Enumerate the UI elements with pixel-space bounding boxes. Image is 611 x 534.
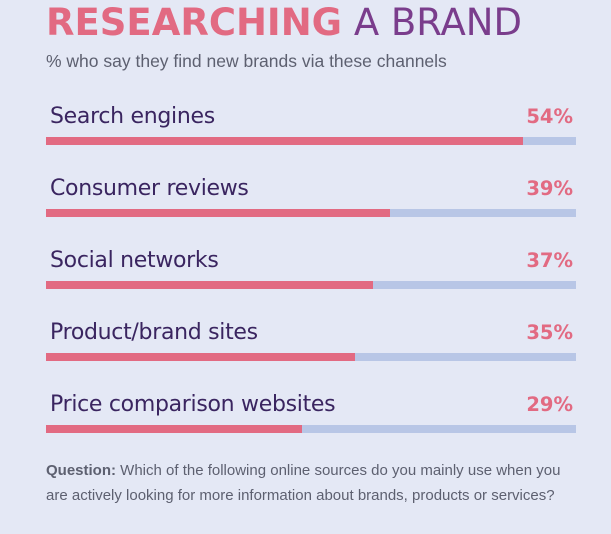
bar-value-label: 29% (526, 393, 573, 416)
bar (46, 209, 391, 217)
bar-row: Search engines 54% (46, 104, 576, 148)
footnote-text: Which of the following online sources do… (46, 462, 561, 504)
title-rest: A BRAND (353, 1, 522, 44)
bar-track (46, 353, 576, 361)
bar-row: Product/brand sites 35% (46, 320, 576, 364)
bar-label: Price comparison websites (50, 392, 336, 417)
bar-value-label: 37% (526, 249, 573, 272)
bar-row: Consumer reviews 39% (46, 176, 576, 220)
footnote: Question: Which of the following online … (46, 458, 576, 508)
bar-label: Social networks (50, 248, 219, 273)
chart-title: RESEARCHING A BRAND (46, 2, 522, 44)
title-bold: RESEARCHING (46, 1, 343, 44)
bar (46, 137, 523, 145)
bar (46, 425, 303, 433)
bar-label: Consumer reviews (50, 176, 249, 201)
bar (46, 353, 356, 361)
bar (46, 281, 373, 289)
bar-row: Social networks 37% (46, 248, 576, 292)
chart-subtitle: % who say they find new brands via these… (46, 51, 447, 71)
bar-value-label: 54% (526, 105, 573, 128)
bar-row: Price comparison websites 29% (46, 392, 576, 436)
bar-label: Product/brand sites (50, 320, 258, 345)
footnote-label: Question: (46, 462, 116, 479)
bar-track (46, 281, 576, 289)
bar-value-label: 35% (526, 321, 573, 344)
bar-label: Search engines (50, 104, 215, 129)
bar-value-label: 39% (526, 177, 573, 200)
bar-track (46, 425, 576, 433)
bar-track (46, 209, 576, 217)
bar-track (46, 137, 576, 145)
